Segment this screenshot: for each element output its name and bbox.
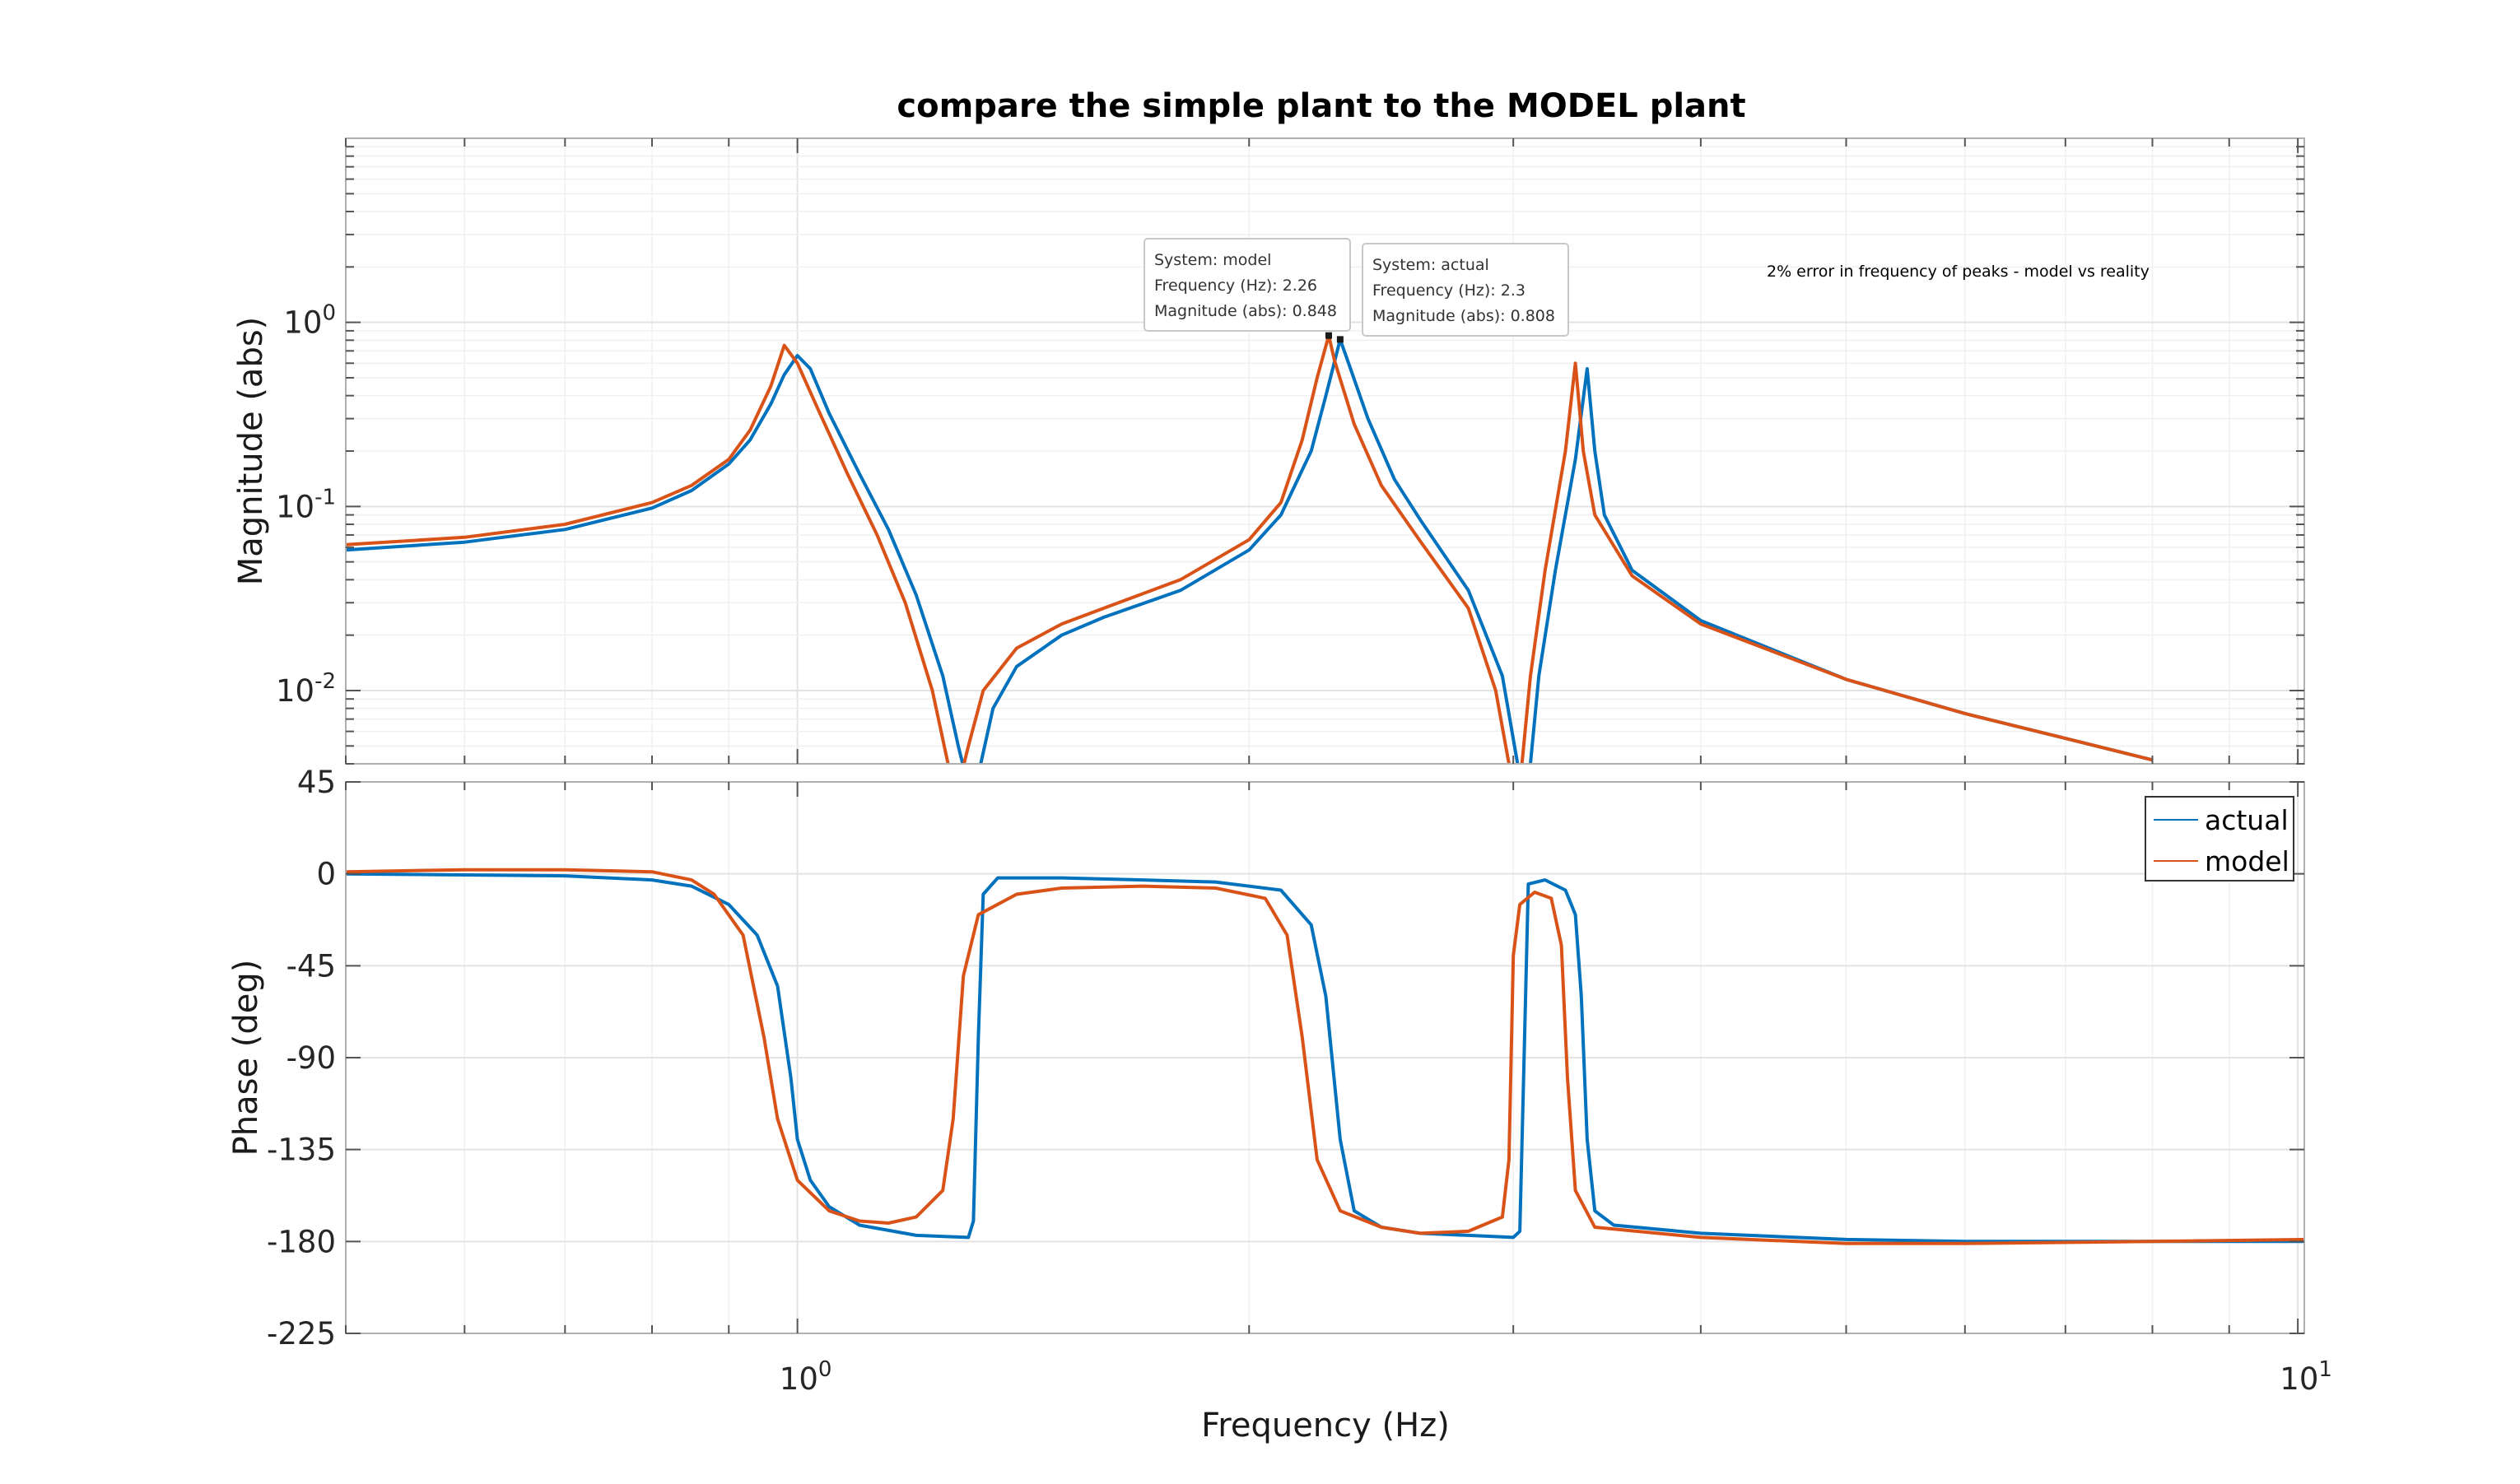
x-axis-label: Frequency (Hz) — [1201, 1407, 1450, 1444]
magnitude-series — [346, 333, 2153, 764]
datatips: System: model Frequency (Hz): 2.26 Magnitu… — [1144, 238, 1569, 343]
phase-y-tick-label: -90 — [286, 1040, 336, 1076]
legend-label-model: model — [2205, 845, 2289, 877]
chart-title: compare the simple plant to the MODEL pl… — [897, 87, 1745, 125]
datatip-line: Frequency (Hz): 2.3 — [1372, 281, 1526, 300]
datatip-box — [1362, 243, 1569, 337]
datatip-marker — [1336, 336, 1344, 343]
datatip-model: System: model Frequency (Hz): 2.26 Magnitu… — [1144, 238, 1351, 339]
datatip-box — [1144, 238, 1351, 332]
phase-series — [346, 868, 2304, 1245]
legend: actual model — [2145, 796, 2294, 882]
phase-tick-labels: 45 0 -45 -90 -135 -180 -225 — [267, 765, 336, 1351]
phase-y-tick-label: 45 — [297, 765, 336, 800]
mag-y-tick-label: 10-1 — [276, 485, 336, 524]
datatip-marker — [1325, 332, 1332, 339]
phase-line-actual — [346, 872, 2304, 1244]
annotation-text: 2% error in frequency of peaks - model v… — [1767, 263, 2150, 281]
phase-ticks — [345, 781, 2304, 1334]
phase-y-tick-label: -180 — [267, 1224, 336, 1259]
phase-y-tick-label: -135 — [267, 1133, 336, 1168]
phase-panel: 45 0 -45 -90 -135 -180 -225 Phase (deg) actual… — [227, 765, 2305, 1351]
legend-box — [2145, 796, 2294, 882]
datatip-line: System: actual — [1372, 256, 1489, 274]
legend-label-actual: actual — [2205, 804, 2289, 836]
phase-y-tick-label: -45 — [286, 948, 336, 984]
magnitude-grid — [345, 138, 2304, 765]
x-tick-labels: 100 101 — [780, 1357, 2332, 1397]
phase-y-tick-label: -225 — [267, 1316, 336, 1351]
datatip-line: Magnitude (abs): 0.848 — [1154, 302, 1337, 320]
magnitude-ylabel: Magnitude (abs) — [232, 317, 270, 586]
magnitude-line-model — [346, 333, 2153, 764]
magnitude-ticks — [345, 138, 2304, 765]
mag-y-tick-label: 100 — [283, 301, 336, 341]
mag-y-tick-label: 10-2 — [276, 669, 336, 709]
x-tick-label: 101 — [2280, 1357, 2332, 1397]
phase-y-tick-label: 0 — [316, 857, 336, 892]
datatip-line: Frequency (Hz): 2.26 — [1154, 277, 1317, 295]
magnitude-tick-labels: 100 10-1 10-2 — [276, 301, 336, 709]
phase-line-model — [346, 868, 2304, 1245]
phase-ylabel: Phase (deg) — [227, 960, 265, 1156]
magnitude-line-actual — [346, 337, 2153, 764]
datatip-line: System: model — [1154, 251, 1271, 269]
datatip-line: Magnitude (abs): 0.808 — [1372, 307, 1555, 325]
magnitude-panel: 100 10-1 10-2 Magnitude (abs) System: mode… — [232, 137, 2305, 765]
datatip-actual: System: actual Frequency (Hz): 2.3 Magnitu… — [1336, 243, 1569, 343]
x-tick-label: 100 — [780, 1357, 832, 1397]
